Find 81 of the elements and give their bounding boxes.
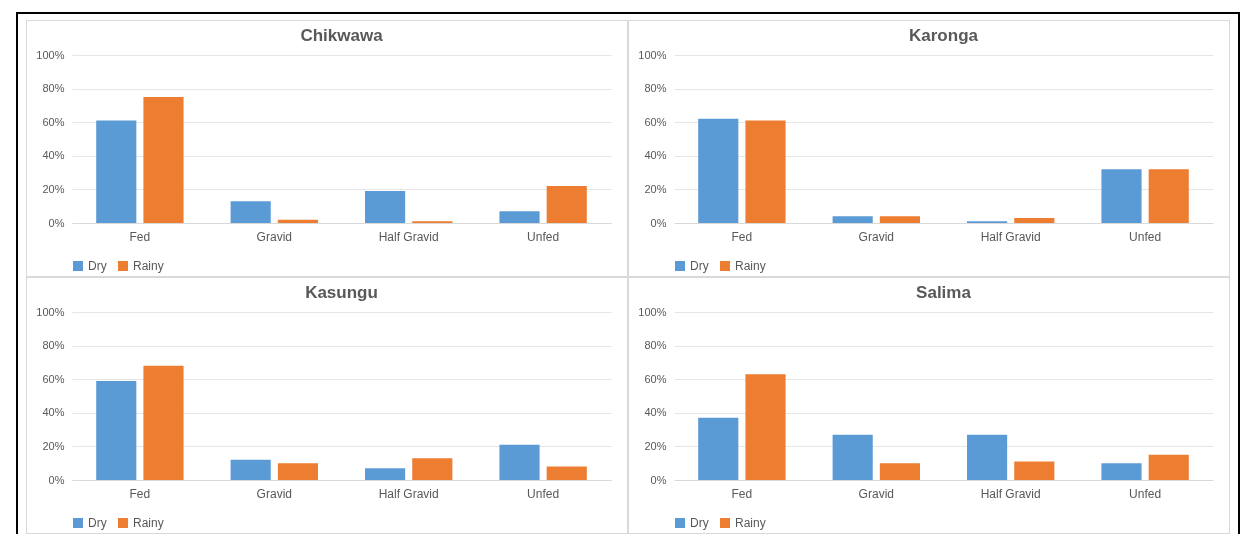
x-tick-label: Gravid: [858, 229, 894, 244]
chart-title: Salima: [916, 283, 972, 302]
bar: [832, 434, 873, 480]
y-tick-label: 60%: [644, 372, 667, 385]
legend-label: Rainy: [133, 259, 164, 273]
bar: [365, 468, 406, 480]
bar: [698, 417, 739, 480]
y-tick-label: 0%: [48, 216, 65, 229]
bar: [277, 463, 318, 480]
x-tick-label: Gravid: [256, 229, 292, 244]
legend-label: Dry: [88, 516, 107, 530]
x-tick-label: Fed: [129, 486, 151, 501]
bar: [96, 380, 137, 480]
y-tick-label: 100%: [638, 305, 667, 318]
bar: [230, 201, 271, 223]
legend-label: Rainy: [133, 516, 164, 530]
bar: [879, 216, 920, 223]
bar: [1014, 217, 1055, 223]
bar: [143, 365, 184, 480]
bar: [1101, 463, 1142, 480]
x-tick-label: Unfed: [1129, 486, 1162, 501]
chart-title: Karonga: [909, 26, 979, 45]
x-tick-label: Gravid: [858, 486, 894, 501]
legend-label: Rainy: [735, 259, 766, 273]
bar: [879, 463, 920, 480]
y-tick-label: 20%: [644, 439, 667, 452]
bar: [499, 211, 540, 223]
bar: [412, 458, 453, 480]
y-tick-label: 40%: [644, 149, 667, 162]
x-tick-label: Unfed: [1129, 229, 1162, 244]
bar: [832, 216, 873, 223]
y-tick-label: 0%: [650, 216, 667, 229]
y-tick-label: 80%: [644, 82, 667, 95]
chart-title: Chikwawa: [300, 26, 384, 45]
bar: [499, 444, 540, 480]
legend-label: Dry: [690, 516, 709, 530]
bar: [745, 374, 786, 480]
y-tick-label: 80%: [644, 339, 667, 352]
bar: [230, 459, 271, 480]
y-tick-label: 80%: [42, 82, 65, 95]
y-tick-label: 0%: [650, 473, 667, 486]
x-tick-label: Half Gravid: [378, 229, 439, 244]
y-tick-label: 0%: [48, 473, 65, 486]
y-tick-label: 60%: [42, 372, 65, 385]
bar: [1148, 454, 1189, 480]
x-tick-label: Fed: [129, 229, 151, 244]
y-tick-label: 80%: [42, 339, 65, 352]
x-tick-label: Half Gravid: [980, 229, 1041, 244]
y-tick-label: 40%: [42, 406, 65, 419]
chart-title: Kasungu: [305, 283, 378, 302]
bar: [1148, 169, 1189, 223]
bar: [546, 186, 587, 223]
y-tick-label: 20%: [42, 439, 65, 452]
legend-label: Dry: [690, 259, 709, 273]
legend-label: Dry: [88, 259, 107, 273]
y-tick-label: 40%: [644, 406, 667, 419]
x-tick-label: Gravid: [256, 486, 292, 501]
y-tick-label: 100%: [36, 48, 65, 61]
y-tick-label: 100%: [36, 305, 65, 318]
x-tick-label: Unfed: [527, 229, 560, 244]
x-tick-label: Half Gravid: [378, 486, 439, 501]
y-tick-label: 20%: [42, 182, 65, 195]
x-tick-label: Unfed: [527, 486, 560, 501]
bar: [96, 120, 137, 223]
y-tick-label: 60%: [42, 115, 65, 128]
x-tick-label: Fed: [731, 229, 753, 244]
bar: [143, 97, 184, 223]
bar: [365, 191, 406, 223]
y-tick-label: 100%: [638, 48, 667, 61]
bar: [1014, 461, 1055, 480]
bar: [1101, 169, 1142, 223]
y-tick-label: 40%: [42, 149, 65, 162]
x-tick-label: Fed: [731, 486, 753, 501]
x-tick-label: Half Gravid: [980, 486, 1041, 501]
legend-label: Rainy: [735, 516, 766, 530]
bar: [745, 120, 786, 223]
bar: [967, 434, 1008, 480]
y-tick-label: 20%: [644, 182, 667, 195]
bar: [546, 466, 587, 480]
y-tick-label: 60%: [644, 115, 667, 128]
bar: [698, 118, 739, 223]
